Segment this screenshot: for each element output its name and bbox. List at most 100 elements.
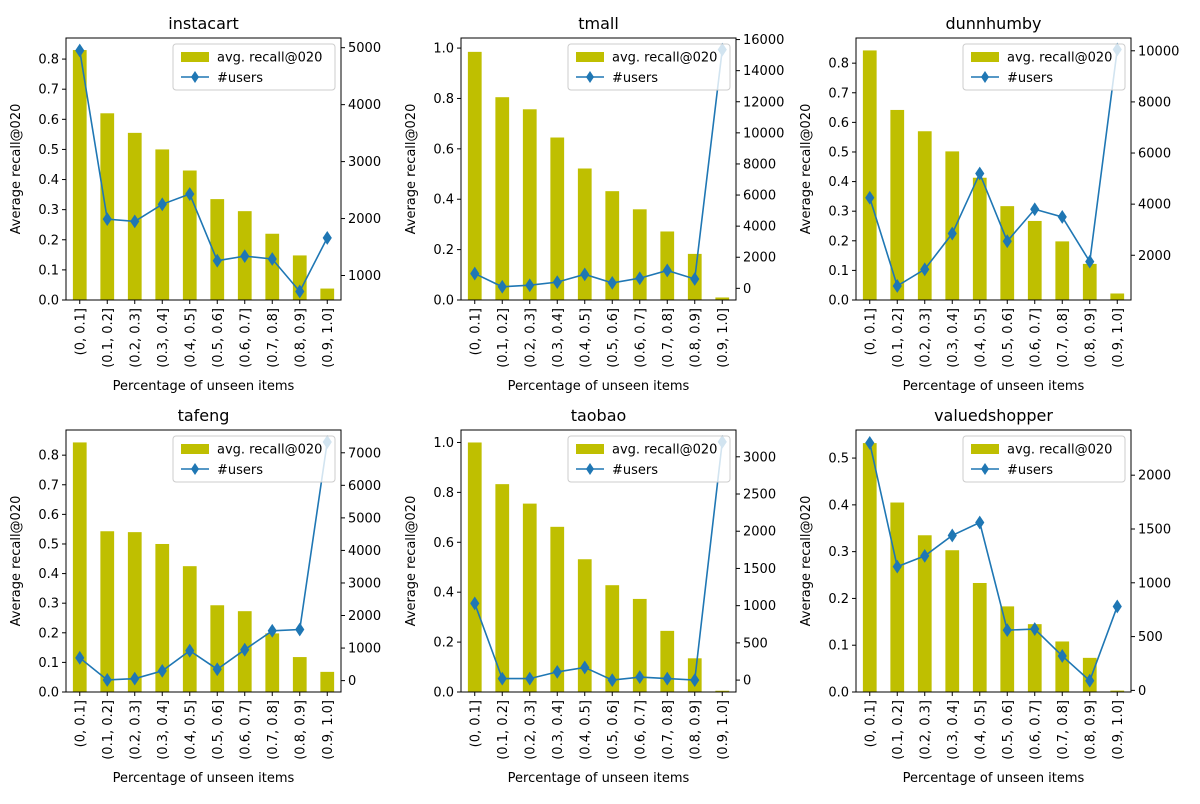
x-tick-label: (0.1, 0.2] (496, 700, 511, 760)
users-marker-7 (635, 271, 645, 286)
x-tick-label: (0.2, 0.3] (128, 700, 143, 760)
left-tick-label: 0.5 (38, 143, 59, 158)
x-tick-label: (0.8, 0.9] (1083, 700, 1098, 760)
x-tick-label: (0.3, 0.4] (156, 308, 171, 368)
left-tick-label: 0.3 (828, 205, 849, 220)
x-tick-label: (0.7, 0.8] (266, 700, 281, 760)
x-tick-label: (0.3, 0.4] (946, 700, 961, 760)
x-tick-label: (0.5, 0.6] (1001, 308, 1016, 368)
bar-10 (320, 671, 335, 692)
right-tick-label: 2000 (348, 212, 381, 227)
x-axis-label: Percentage of unseen items (903, 771, 1085, 786)
users-marker-6 (1002, 623, 1012, 638)
x-tick-label: (0.3, 0.4] (156, 700, 171, 760)
right-tick-label: 0 (348, 674, 356, 689)
right-tick-label: 2000 (348, 609, 381, 624)
bar-10 (320, 288, 335, 300)
legend-bar-label: avg. recall@020 (1007, 51, 1112, 66)
y-axis-label: Average recall@020 (9, 104, 24, 235)
left-tick-label: 0.3 (828, 545, 849, 560)
users-marker-8 (662, 671, 672, 686)
users-marker-1 (470, 596, 480, 611)
x-axis-label: Percentage of unseen items (113, 771, 295, 786)
legend-box (962, 435, 1126, 483)
bar-3 (522, 503, 537, 692)
axes-frame (855, 429, 1132, 693)
x-tick-label: (0.6, 0.7] (1028, 308, 1043, 368)
legend-line-marker (586, 71, 594, 83)
x-tick-label: (0.2, 0.3] (128, 308, 143, 368)
bar-1 (72, 50, 87, 300)
left-tick-label: 0.4 (38, 567, 59, 582)
bar-8 (265, 233, 280, 300)
left-tick-label: 0.1 (828, 639, 849, 654)
subplot-taobao: taobao 0.0 0.2 0.4 0.6 0.8 1.0 0 500 1000 1500 2000… (404, 406, 776, 786)
right-tick-label: 1000 (348, 642, 381, 657)
users-marker-4 (552, 275, 562, 290)
x-tick-label: (0.3, 0.4] (551, 700, 566, 760)
legend-bar-label: avg. recall@020 (217, 443, 322, 458)
chart-title: tafeng (178, 406, 230, 425)
x-tick-label: (0.6, 0.7] (1028, 700, 1043, 760)
users-marker-1 (865, 436, 875, 450)
bar-6 (1000, 606, 1015, 692)
bar-10 (1110, 293, 1125, 300)
x-tick-label: (0.8, 0.9] (1083, 308, 1098, 368)
legend-line-marker (586, 463, 594, 475)
x-tick-label: (0.5, 0.6] (211, 700, 226, 760)
legend-bar-label: avg. recall@020 (612, 51, 717, 66)
right-tick-label: 12000 (743, 95, 784, 110)
left-tick-label: 1.0 (433, 42, 454, 57)
right-tick-label: 0 (743, 282, 751, 297)
bar-8 (265, 633, 280, 692)
users-marker-1 (75, 43, 85, 58)
left-tick-label: 0.1 (38, 263, 59, 278)
users-marker-6 (607, 275, 617, 290)
bar-7 (632, 209, 647, 300)
left-tick-label: 0.8 (433, 486, 454, 501)
left-tick-label: 0.2 (433, 636, 454, 651)
x-tick-label: (0.6, 0.7] (633, 700, 648, 760)
chart-title: valuedshopper (934, 406, 1053, 425)
x-tick-label: (0.9, 1.0] (1111, 700, 1126, 760)
left-tick-label: 0.0 (433, 686, 454, 701)
users-marker-7 (1030, 622, 1040, 636)
right-tick-label: 500 (1138, 630, 1163, 645)
legend-bar-swatch (971, 52, 999, 62)
left-tick-label: 0.0 (828, 686, 849, 701)
left-tick-label: 0.1 (828, 264, 849, 279)
right-tick-label: 3000 (348, 155, 381, 170)
legend-line-marker (981, 463, 989, 475)
users-marker-2 (892, 279, 902, 293)
users-line (868, 49, 1119, 288)
users-marker-5 (185, 187, 195, 201)
legend-line-label: #users (217, 463, 263, 478)
right-tick-label: 1000 (348, 269, 381, 284)
left-tick-label: 0.0 (38, 686, 59, 701)
left-tick-label: 0.2 (38, 626, 59, 641)
right-tick-label: 4000 (743, 220, 776, 235)
right-tick-label: 8000 (1138, 95, 1171, 110)
bar-6 (210, 199, 225, 300)
x-tick-label: (0.5, 0.6] (606, 308, 621, 368)
y-axis-label: Average recall@020 (799, 104, 814, 235)
x-tick-label: (0.5, 0.6] (211, 308, 226, 368)
subplot-valuedshopper: valuedshopper 0.0 0.1 0.2 0.3 0.4 0.5 0 500 1000 1… (799, 406, 1171, 786)
x-tick-label: (0.4, 0.5] (973, 700, 988, 760)
left-tick-label: 0.5 (828, 145, 849, 160)
bar-10 (1110, 690, 1125, 692)
y-axis-label: Average recall@020 (9, 496, 24, 627)
bar-6 (1000, 206, 1015, 300)
users-marker-3 (130, 671, 140, 686)
x-tick-label: (0.1, 0.2] (101, 308, 116, 368)
users-marker-1 (865, 190, 875, 205)
chart-title: tmall (578, 14, 619, 33)
users-marker-6 (212, 253, 222, 268)
right-tick-label: 4000 (1138, 198, 1171, 213)
bar-6 (605, 585, 620, 692)
x-tick-label: (0.1, 0.2] (891, 700, 906, 760)
right-tick-label: 1500 (743, 562, 776, 577)
bar-10 (715, 690, 730, 692)
